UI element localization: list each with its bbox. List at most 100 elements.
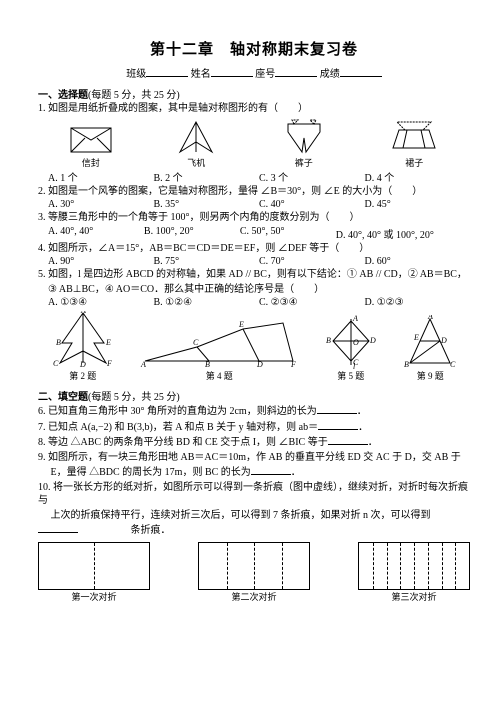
q4-c: C. 70° — [259, 256, 365, 267]
fold-3: 第三次对折 — [358, 542, 470, 603]
fig-plane: 飞机 — [170, 120, 222, 169]
svg-text:E: E — [238, 320, 244, 329]
q4-options: A. 90° B. 75° C. 70° D. 60° — [48, 256, 470, 267]
q8-text: 8. 等边 △ABC 的两条角平分线 BD 和 CE 交于点 I，则 ∠BIC … — [38, 437, 328, 448]
q9b: E，量得 △BDC 的周长为 17m，则 BC 的长为． — [38, 465, 470, 480]
q4-d: D. 60° — [365, 256, 471, 267]
fold-3-rect — [358, 542, 470, 590]
fold-1-label: 第一次对折 — [38, 590, 150, 603]
q3: 3. 等腰三角形中的一个角等于 100°，则另两个内角的度数分别为（ ） — [38, 211, 470, 225]
fold-3-label: 第三次对折 — [358, 590, 470, 603]
svg-text:D: D — [256, 360, 263, 369]
q8-blank — [328, 435, 368, 445]
label-seat: 座号 — [255, 69, 275, 80]
fold-2-label: 第二次对折 — [198, 590, 310, 603]
q7-text: 7. 已知点 A(a,−2) 和 B(3,b)，若 A 和点 B 关于 y 轴对… — [38, 422, 318, 433]
svg-text:A: A — [80, 311, 86, 315]
q8: 8. 等边 △ABC 的两条角平分线 BD 和 CE 交于点 I，则 ∠BIC … — [38, 435, 470, 450]
q1-figures: 信封 飞机 裤子 裙子 — [38, 118, 470, 169]
svg-text:E: E — [413, 333, 419, 342]
fig-skirt: 裙子 — [385, 118, 443, 169]
q4-a: A. 90° — [48, 256, 154, 267]
svg-text:B: B — [56, 338, 61, 347]
svg-text:F: F — [290, 360, 296, 369]
svg-text:O: O — [353, 338, 359, 347]
fig-b-label: 飞机 — [170, 156, 222, 169]
svg-text:A: A — [427, 315, 433, 321]
page-title: 第十二章 轴对称期末复习卷 — [38, 38, 470, 59]
q2-d: D. 45° — [365, 199, 471, 210]
q10c: 条折痕． — [38, 523, 470, 538]
svg-text:C: C — [53, 359, 59, 368]
svg-text:A: A — [352, 315, 358, 323]
svg-text:B: B — [205, 360, 210, 369]
fold-2: 第二次对折 — [198, 542, 310, 603]
q5: 5. 如图，l 是四边形 ABCD 的对称轴，如果 AD // BC，则有以下结… — [38, 268, 470, 282]
q3-options: A. 40°, 40° B. 100°, 20° C. 50°, 50° D. … — [48, 226, 470, 241]
q6-text: 6. 已知直角三角形中 30° 角所对的直角边为 2cm，则斜边的长为 — [38, 406, 317, 417]
section-1-heading: 一、选择题(每题 5 分，共 25 分) — [38, 86, 470, 101]
q1: 1. 如图是用纸折叠成的图案，其中是轴对称图形的有（ ） — [38, 102, 470, 116]
q3-c: C. 50°, 50° — [240, 226, 336, 241]
svg-text:D: D — [79, 360, 86, 369]
fig-pants: 裤子 — [276, 118, 332, 169]
svg-text:C: C — [450, 360, 456, 369]
q3-d: D. 40°, 40° 或 100°, 20° — [336, 226, 470, 241]
q5-d: D. ①②③ — [365, 297, 471, 308]
q5-b: B. ①②④ — [154, 297, 260, 308]
q2: 2. 如图是一个风筝的图案，它是轴对称图形，量得 ∠B＝30°，则 ∠E 的大小… — [38, 185, 470, 199]
fig-q4-label: 第 4 题 — [139, 369, 299, 382]
q2-c: C. 40° — [259, 199, 365, 210]
q1-c: C. 3 个 — [259, 169, 365, 184]
q9: 9. 如图所示，有一块三角形田地 AB＝AC＝10m，作 AB 的垂直平分线 E… — [38, 451, 470, 465]
q2-a: A. 30° — [48, 199, 154, 210]
q1-options: A. 1 个 B. 2 个 C. 3 个 D. 4 个 — [48, 169, 470, 184]
q10c-text: 条折痕． — [78, 525, 171, 536]
q5-options: A. ①③④ B. ①②④ C. ②③④ D. ①②③ — [48, 297, 470, 308]
q1-b: B. 2 个 — [154, 169, 260, 184]
blank-name — [211, 66, 253, 77]
svg-text:D: D — [440, 336, 447, 345]
svg-text:B: B — [404, 360, 409, 369]
q5-c: C. ②③④ — [259, 297, 365, 308]
s1-note: (每题 5 分，共 25 分) — [88, 90, 180, 101]
fig-q2-label: 第 2 题 — [50, 369, 116, 382]
fold-1: 第一次对折 — [38, 542, 150, 603]
q1-a: A. 1 个 — [48, 169, 154, 184]
fold-row: 第一次对折 第二次对折 第三次对折 — [38, 542, 470, 603]
section-2-heading: 二、填空题(每题 5 分，共 25 分) — [38, 388, 470, 403]
q1-d: D. 4 个 — [365, 169, 471, 184]
figures-row: A B E C D F 第 2 题 A B C D E F 第 4 题 — [38, 311, 470, 382]
svg-text:E: E — [105, 338, 111, 347]
q10: 10. 将一张长方形的纸对折，如图所示可以得到一条折痕（图中虚线），继续对折，对… — [38, 481, 470, 508]
blank-score — [340, 66, 382, 77]
q10-blank — [38, 523, 78, 533]
s1-title: 一、选择题 — [38, 90, 88, 101]
fig-q5-label: 第 5 题 — [323, 369, 379, 382]
q5b: ③ AB⊥BC，④ AO＝CO．那么其中正确的结论序号是（ ） — [48, 283, 470, 297]
svg-text:D: D — [369, 336, 376, 345]
blank-class — [146, 66, 188, 77]
fig-q5: A B D O C l 第 5 题 — [323, 315, 379, 382]
fig-q2: A B E C D F 第 2 题 — [50, 311, 116, 382]
q4-b: B. 75° — [154, 256, 260, 267]
label-name: 姓名 — [191, 69, 211, 80]
s2-title: 二、填空题 — [38, 392, 88, 403]
fold-2-rect — [198, 542, 310, 590]
fig-c-label: 裤子 — [276, 156, 332, 169]
svg-text:B: B — [326, 336, 331, 345]
blank-seat — [275, 66, 317, 77]
fig-envelope: 信封 — [65, 124, 117, 169]
label-class: 班级 — [126, 69, 146, 80]
info-line: 班级 姓名 座号 成绩 — [38, 65, 470, 80]
fig-a-label: 信封 — [65, 156, 117, 169]
q2-b: B. 35° — [154, 199, 260, 210]
q4: 4. 如图所示，∠A＝15°，AB＝BC＝CD＝DE＝EF，则 ∠DEF 等于（… — [38, 242, 470, 256]
q6-blank — [317, 404, 357, 414]
q3-b: B. 100°, 20° — [144, 226, 240, 241]
svg-text:F: F — [106, 359, 112, 368]
q6: 6. 已知直角三角形中 30° 角所对的直角边为 2cm，则斜边的长为． — [38, 404, 470, 419]
fig-q9-label: 第 9 题 — [402, 369, 458, 382]
svg-text:C: C — [193, 338, 199, 347]
fig-q4: A B C D E F 第 4 题 — [139, 317, 299, 382]
